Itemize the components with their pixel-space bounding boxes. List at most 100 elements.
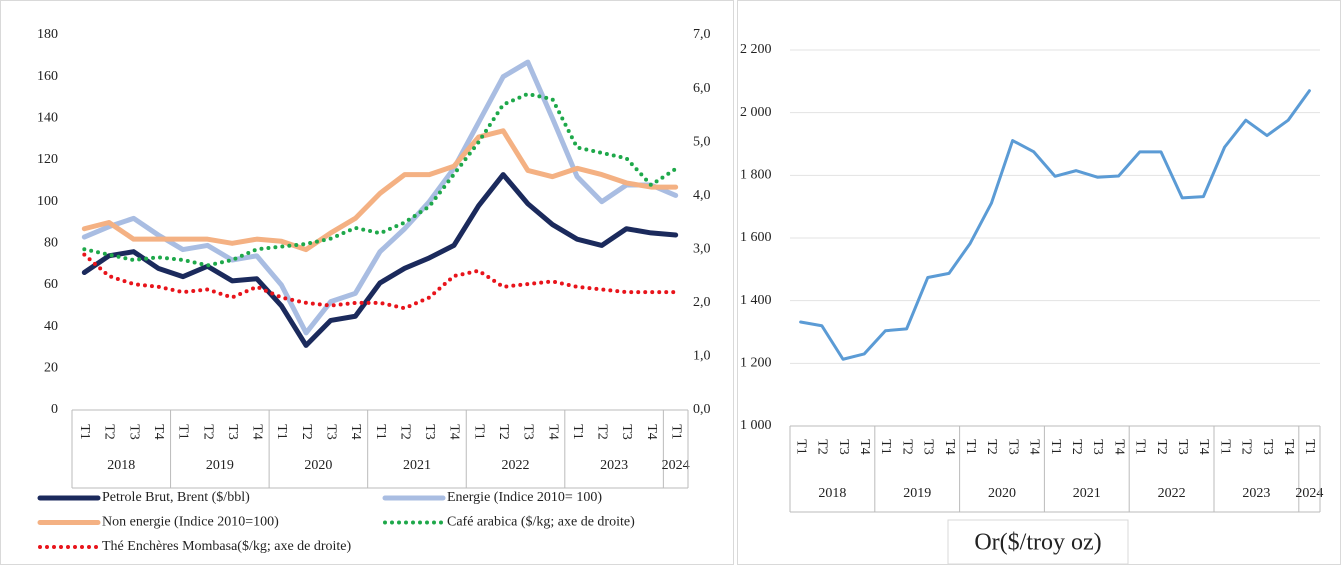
- x-tick-label: T1: [1302, 439, 1317, 455]
- y2-tick-label: 6,0: [693, 81, 711, 96]
- series-line: [82, 252, 678, 311]
- group-label: 2023: [600, 458, 628, 473]
- group-label: 2018: [818, 486, 846, 501]
- x-tick-label: T4: [857, 439, 872, 455]
- x-tick-label: T1: [1217, 439, 1232, 455]
- y-tick-label: 120: [37, 152, 58, 167]
- x-tick-label: T2: [984, 439, 999, 455]
- group-label: 2019: [903, 486, 931, 501]
- x-tick-label: T1: [1133, 439, 1148, 455]
- y-tick-label: 140: [37, 111, 58, 126]
- y-tick-label: 180: [37, 27, 58, 42]
- left-panel-border: [0, 0, 734, 565]
- group-label: 2018: [107, 458, 135, 473]
- group-label: 2022: [1158, 486, 1186, 501]
- x-tick-label: T2: [595, 424, 610, 440]
- y-tick-label: 100: [37, 194, 58, 209]
- y-tick-label: 1 800: [740, 168, 772, 183]
- x-tick-label: T4: [447, 424, 462, 440]
- x-tick-label: T4: [545, 424, 560, 440]
- x-tick-label: T1: [878, 439, 893, 455]
- series-line: [81, 172, 679, 348]
- x-tick-label: T1: [1048, 439, 1063, 455]
- y2-tick-label: 0,0: [693, 402, 711, 417]
- x-tick-label: T2: [299, 424, 314, 440]
- x-tick-label: T4: [1027, 439, 1042, 455]
- x-tick-label: T3: [422, 424, 437, 440]
- legend-label: Petrole Brut, Brent ($/bbl): [102, 490, 250, 505]
- y2-tick-label: 2,0: [693, 295, 711, 310]
- y-tick-label: 60: [44, 277, 58, 292]
- x-tick-label: T3: [126, 424, 141, 440]
- x-tick-label: T3: [836, 439, 851, 455]
- x-tick-label: T4: [1111, 439, 1126, 455]
- group-label: 2024: [662, 458, 690, 473]
- x-tick-label: T2: [496, 424, 511, 440]
- y-tick-label: 40: [44, 319, 58, 334]
- x-tick-label: T2: [899, 439, 914, 455]
- x-tick-label: T1: [274, 424, 289, 440]
- legend-label: Energie (Indice 2010= 100): [447, 490, 602, 505]
- group-label: 2023: [1242, 486, 1270, 501]
- y-tick-label: 160: [37, 69, 58, 84]
- x-tick-label: T2: [1239, 439, 1254, 455]
- series-line: [81, 59, 679, 336]
- x-tick-label: T1: [963, 439, 978, 455]
- right-panel-border: [737, 0, 1341, 565]
- group-label: 2020: [988, 486, 1016, 501]
- group-label: 2024: [1295, 486, 1323, 501]
- group-label: 2020: [304, 458, 332, 473]
- y2-tick-label: 4,0: [693, 188, 711, 203]
- y2-tick-label: 5,0: [693, 134, 711, 149]
- group-label: 2021: [1073, 486, 1101, 501]
- series-line: [799, 89, 1311, 361]
- y-tick-label: 1 000: [740, 418, 772, 433]
- x-tick-label: T2: [1069, 439, 1084, 455]
- x-tick-label: T4: [250, 424, 265, 440]
- x-tick-label: T2: [397, 424, 412, 440]
- y-tick-label: 80: [44, 236, 58, 251]
- x-tick-label: T1: [373, 424, 388, 440]
- x-tick-label: T3: [921, 439, 936, 455]
- x-tick-label: T3: [1260, 439, 1275, 455]
- x-tick-label: T3: [324, 424, 339, 440]
- x-tick-label: T2: [1154, 439, 1169, 455]
- x-tick-label: T3: [619, 424, 634, 440]
- y-tick-label: 1 400: [740, 293, 772, 308]
- x-tick-label: T4: [1196, 439, 1211, 455]
- x-tick-label: T1: [77, 424, 92, 440]
- y-tick-label: 20: [44, 361, 58, 376]
- group-label: 2021: [403, 458, 431, 473]
- y-tick-label: 2 200: [740, 42, 772, 57]
- x-tick-label: T4: [348, 424, 363, 440]
- series-line: [81, 128, 679, 253]
- title-box: [947, 519, 1129, 565]
- x-tick-label: T3: [1090, 439, 1105, 455]
- x-tick-label: T4: [151, 424, 166, 440]
- x-tick-label: T1: [668, 424, 683, 440]
- group-label: 2019: [206, 458, 234, 473]
- x-tick-label: T1: [176, 424, 191, 440]
- x-tick-label: T4: [644, 424, 659, 440]
- x-tick-label: T2: [102, 424, 117, 440]
- chart-title: Or($/troy oz): [974, 530, 1101, 556]
- x-tick-label: T4: [1281, 439, 1296, 455]
- group-label: 2022: [502, 458, 530, 473]
- y-tick-label: 1 200: [740, 356, 772, 371]
- y2-tick-label: 7,0: [693, 27, 711, 42]
- x-tick-label: T2: [200, 424, 215, 440]
- x-tick-label: T1: [570, 424, 585, 440]
- x-tick-label: T1: [793, 439, 808, 455]
- x-tick-label: T1: [471, 424, 486, 440]
- legend-label: Café arabica ($/kg; axe de droite): [447, 515, 635, 530]
- x-tick-label: T3: [521, 424, 536, 440]
- y-tick-label: 2 000: [740, 105, 772, 120]
- legend-label: Thé Enchères Mombasa($/kg; axe de droite…: [102, 539, 352, 554]
- y2-tick-label: 3,0: [693, 242, 711, 257]
- x-tick-label: T4: [942, 439, 957, 455]
- y-tick-label: 0: [51, 402, 58, 417]
- y-tick-label: 1 600: [740, 230, 772, 245]
- legend-label: Non energie (Indice 2010=100): [102, 515, 279, 530]
- y2-tick-label: 1,0: [693, 349, 711, 364]
- x-tick-label: T2: [815, 439, 830, 455]
